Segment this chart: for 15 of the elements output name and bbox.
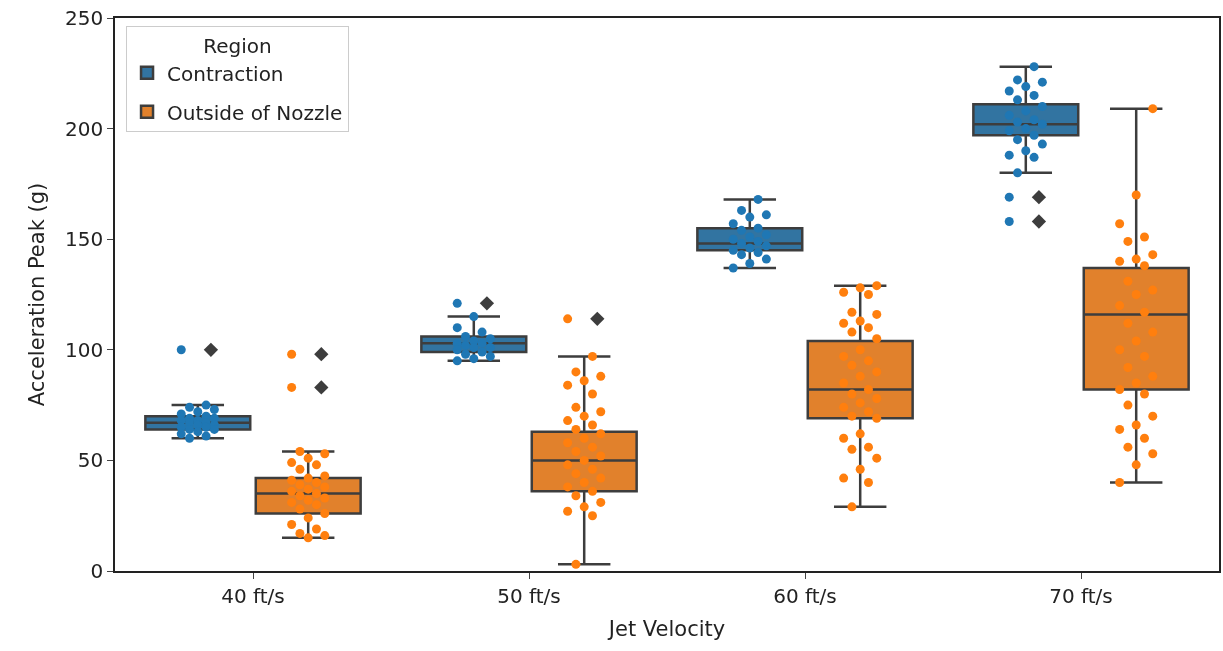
x-tick-label: 60 ft/s xyxy=(773,583,837,608)
x-tick-label: 40 ft/s xyxy=(221,583,285,608)
y-tick-label: 200 xyxy=(65,116,104,141)
x-tick-label: 50 ft/s xyxy=(497,583,561,608)
legend-label: Outside of Nozzle xyxy=(167,100,343,125)
x-tick-label: 70 ft/s xyxy=(1049,583,1113,608)
y-tick-label: 50 xyxy=(77,448,104,473)
y-tick-label: 150 xyxy=(65,227,104,252)
legend-title: Region xyxy=(203,34,272,59)
y-tick-label: 250 xyxy=(65,6,104,30)
y-tick-label: 100 xyxy=(65,337,104,362)
y-tick-label: 0 xyxy=(90,559,104,583)
x-axis-title: Jet Velocity xyxy=(606,617,726,642)
y-axis-title: Acceleration Peak (g) xyxy=(24,182,49,407)
legend-label: Contraction xyxy=(167,61,284,86)
